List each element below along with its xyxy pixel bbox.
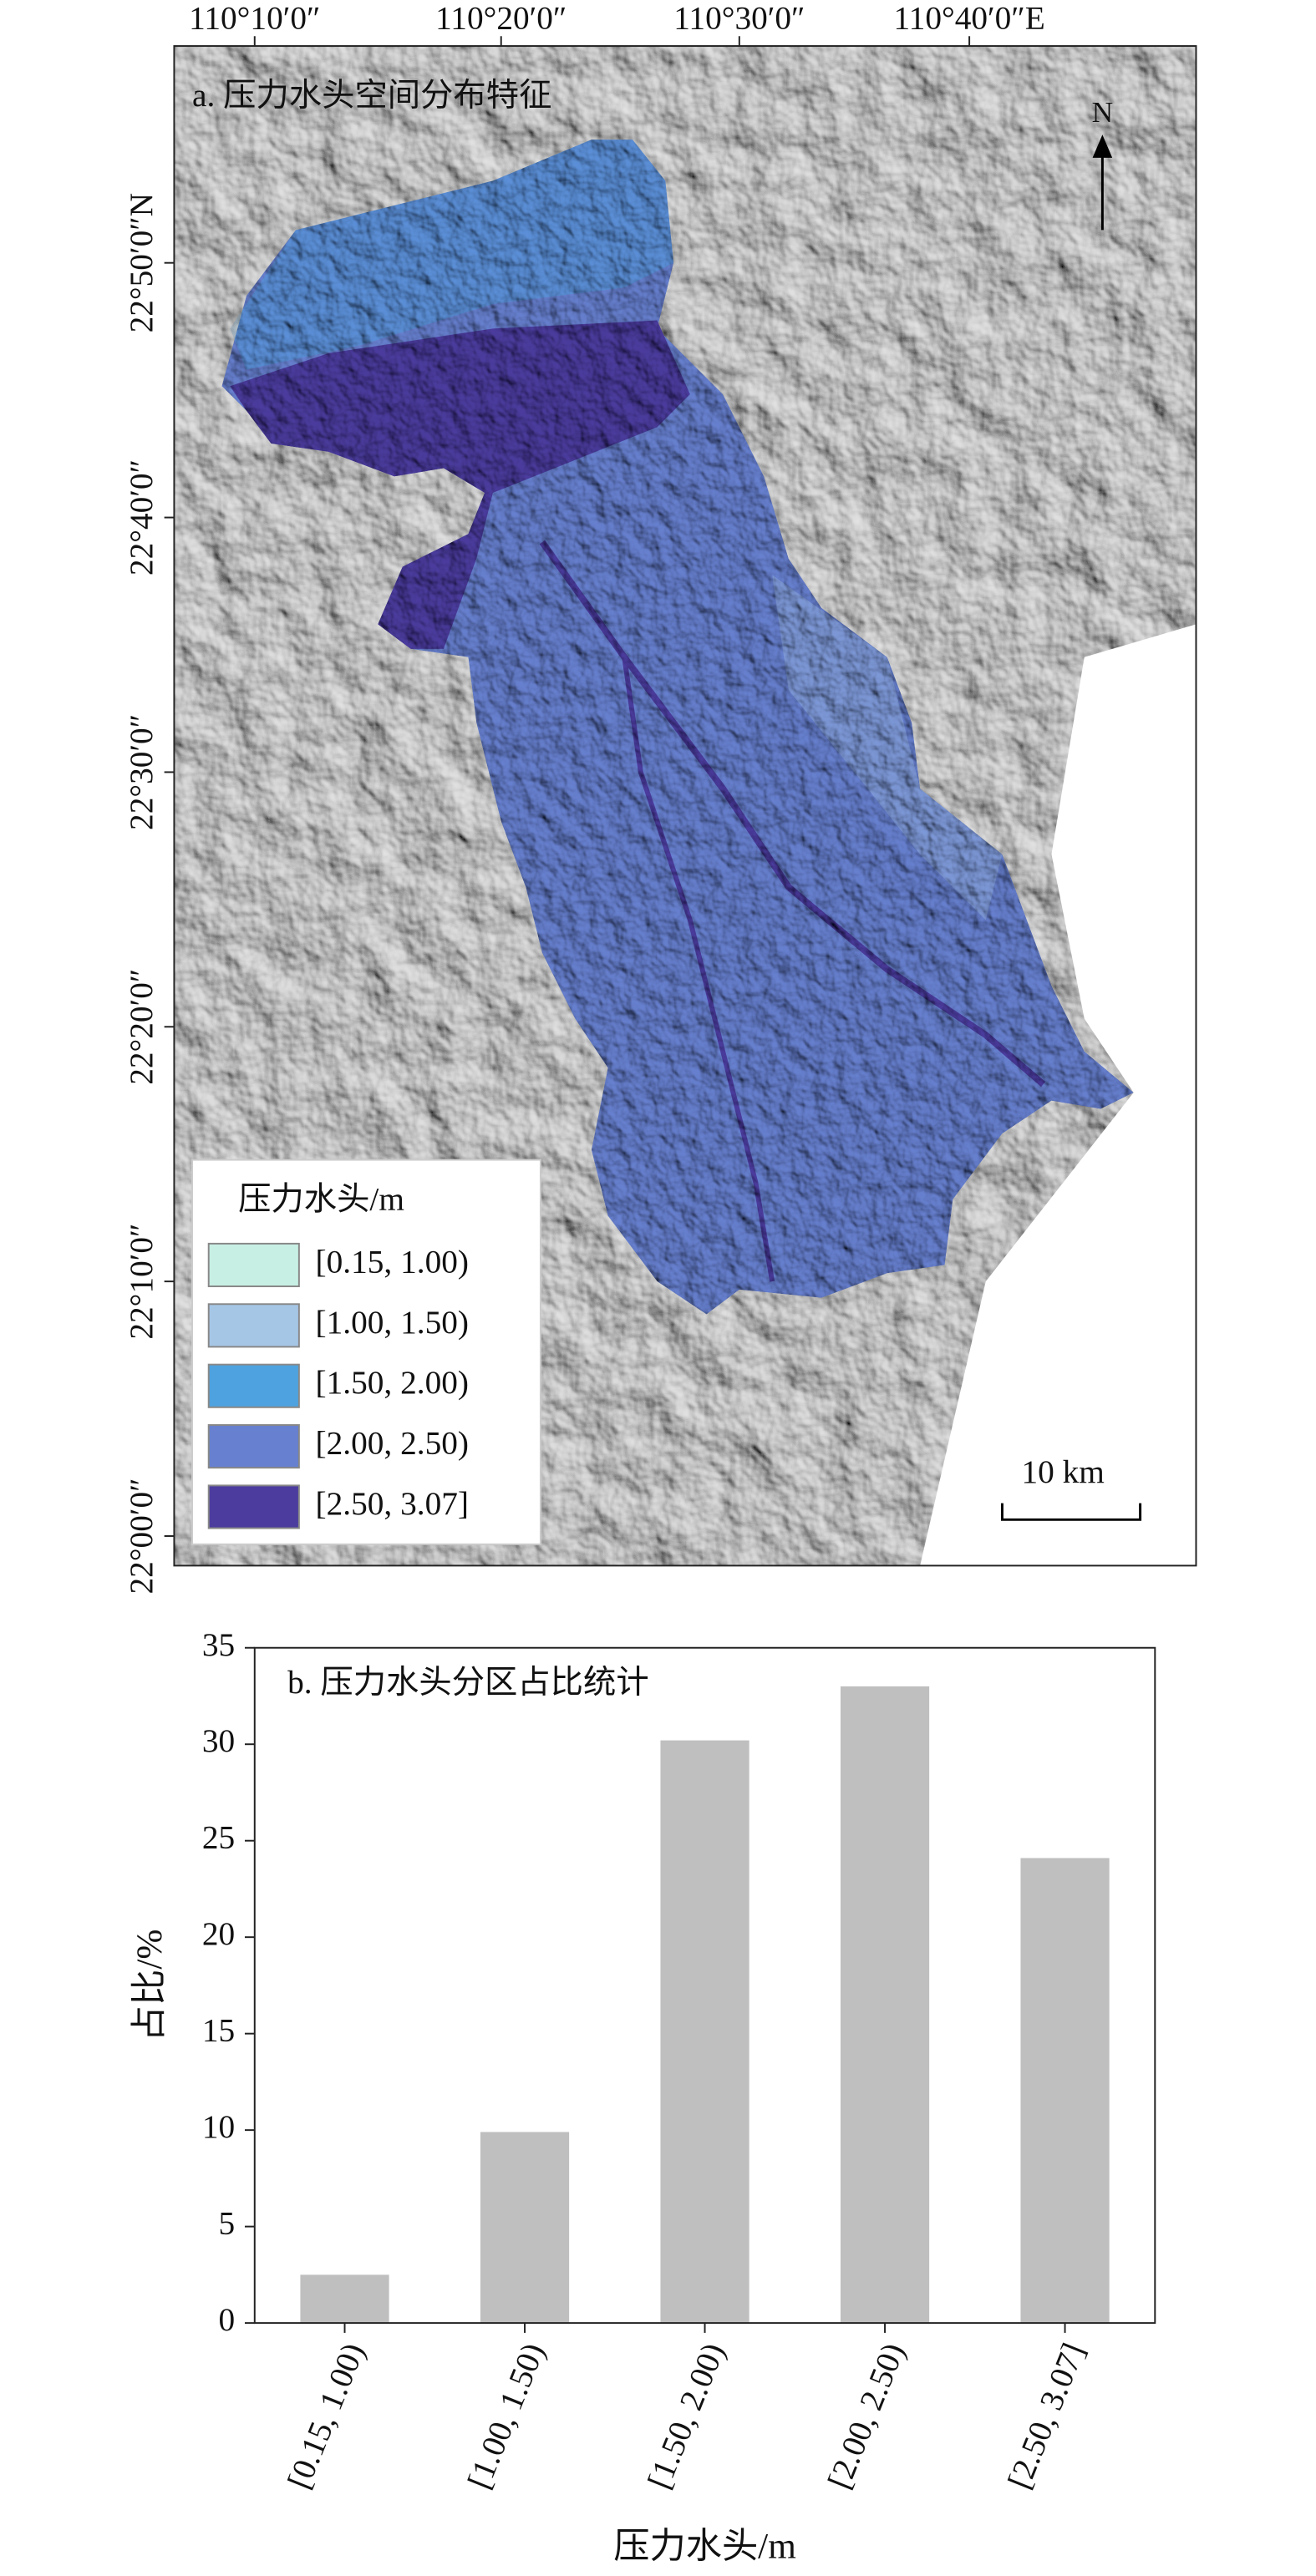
bar bbox=[480, 2132, 570, 2324]
x-tick-label: [1.00, 1.50) bbox=[460, 2338, 552, 2494]
x-tick-label: [2.50, 3.07] bbox=[1000, 2338, 1092, 2494]
map-annotations: 110°10′0″ 110°20′0″ 110°30′0″ 110°40′0″E 22°… bbox=[123, 0, 1142, 1595]
lon-label: 110°40′0″E bbox=[893, 0, 1044, 37]
x-tick-label: [2.00, 2.50) bbox=[821, 2338, 912, 2494]
y-tick-label: 10 bbox=[202, 2108, 235, 2145]
bar bbox=[300, 2274, 389, 2324]
y-tick-label: 25 bbox=[202, 1819, 235, 1856]
river bbox=[622, 657, 775, 1282]
outside-area bbox=[920, 624, 1197, 1566]
y-tick-label: 35 bbox=[202, 1626, 235, 1663]
lat-label: 22°30′0″ bbox=[123, 714, 160, 830]
legend-swatch bbox=[207, 1363, 300, 1408]
chart-title: b. 压力水头分区占比统计 bbox=[287, 1664, 649, 1701]
basin-zone bbox=[230, 139, 674, 370]
y-tick-label: 30 bbox=[202, 1722, 235, 1759]
x-tick-label: [0.15, 1.00) bbox=[280, 2338, 372, 2494]
lat-label: 22°20′0″ bbox=[123, 969, 160, 1085]
y-tick-label: 20 bbox=[202, 1915, 235, 1952]
legend-label: [0.15, 1.00) bbox=[316, 1243, 469, 1280]
bar bbox=[660, 1740, 749, 2324]
river bbox=[539, 540, 1046, 1088]
basin-zone bbox=[230, 320, 690, 649]
legend-label: [1.00, 1.50) bbox=[316, 1304, 469, 1341]
lat-label: 22°10′0″ bbox=[123, 1224, 160, 1340]
legend-box bbox=[191, 1159, 541, 1545]
basin bbox=[221, 139, 1134, 1315]
y-tick-label: 15 bbox=[202, 2012, 235, 2049]
lat-label: 22°50′0″N bbox=[123, 193, 160, 332]
lat-label: 22°00′0″ bbox=[123, 1478, 160, 1594]
bar bbox=[840, 1686, 930, 2324]
legend-title: 压力水头/m bbox=[238, 1181, 404, 1218]
legend-label: [1.50, 2.00) bbox=[316, 1364, 469, 1401]
bar-chart: 0 5 10 15 20 25 30 35 [0.15, 1.00) [1.00, 1.50) [1… bbox=[130, 1626, 1156, 2566]
plot-frame bbox=[253, 1646, 1156, 2325]
legend-swatch bbox=[207, 1424, 300, 1469]
legend-swatch bbox=[207, 1242, 300, 1288]
scale-bar bbox=[1000, 1503, 1142, 1521]
legend-swatch bbox=[207, 1303, 300, 1348]
bar bbox=[1020, 1858, 1110, 2324]
basin-zone bbox=[772, 575, 1003, 920]
scale-label: 10 km bbox=[1021, 1453, 1104, 1490]
x-tick-label: [1.50, 2.00) bbox=[640, 2338, 732, 2494]
lat-label: 22°40′0″ bbox=[123, 459, 160, 576]
map-frame bbox=[173, 45, 1197, 1567]
north-label: N bbox=[1092, 95, 1114, 129]
legend-label: [2.00, 2.50) bbox=[316, 1425, 469, 1462]
x-axis-label: 压力水头/m bbox=[613, 2526, 796, 2566]
north-arrowhead bbox=[1092, 134, 1113, 158]
lon-label: 110°20′0″ bbox=[435, 0, 567, 37]
legend-swatch bbox=[207, 1484, 300, 1529]
y-axis-label: 占比/% bbox=[130, 1929, 170, 2042]
legend-label: [2.50, 3.07] bbox=[316, 1485, 469, 1522]
map-title: a. 压力水头空间分布特征 bbox=[192, 77, 551, 114]
y-tick-label: 5 bbox=[219, 2205, 236, 2242]
lon-label: 110°30′0″ bbox=[673, 0, 805, 37]
y-tick-label: 0 bbox=[219, 2301, 236, 2338]
lon-label: 110°10′0″ bbox=[189, 0, 320, 37]
